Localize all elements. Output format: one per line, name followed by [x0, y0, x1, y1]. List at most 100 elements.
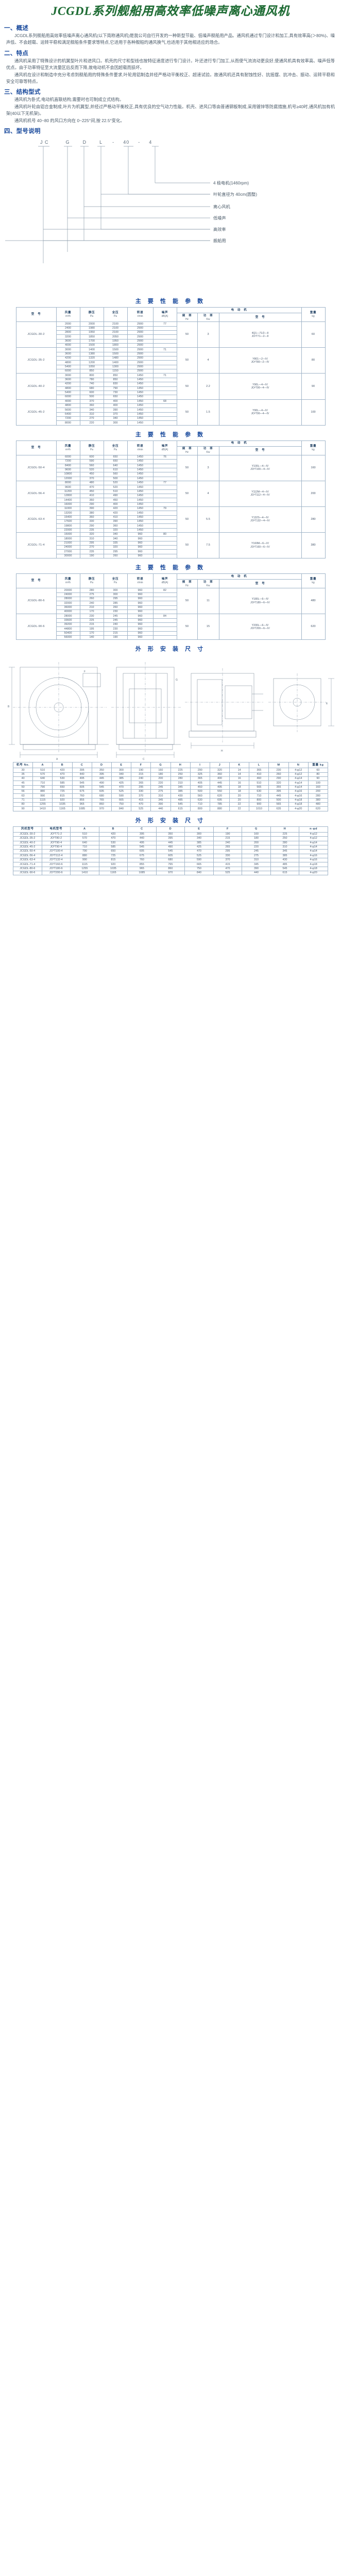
table-row: JCGDL-35-2 JO²T80-2 570 470 440 395 340 215 180 2…	[13, 836, 328, 841]
dim-cell-value: 725	[52, 789, 73, 794]
table-row: 35 570 470 440 395 340 215 180 250 325 360 14 410 260…	[12, 772, 329, 777]
cell-frequency: 50	[176, 399, 198, 426]
cell-flow: 3600	[56, 351, 80, 357]
dim-cell-value: 840	[184, 870, 214, 876]
dim-cell-value: 495	[127, 840, 157, 845]
cell-total-pressure: 1150	[103, 369, 128, 374]
dim-cell-value: 460	[249, 776, 269, 782]
cell-total-pressure: 830	[103, 382, 128, 387]
dim-cell-value: 4-φ20	[299, 870, 328, 876]
svg-text:B: B	[8, 705, 10, 708]
dim-cell-value: 200	[308, 789, 329, 794]
cell-frequency: 50	[176, 454, 198, 481]
dim-cell-value: 880	[32, 789, 53, 794]
dim-cell-value: 350	[156, 832, 185, 837]
cell-static-pressure: 1850	[79, 334, 104, 340]
cell-speed: 960	[127, 553, 154, 559]
dim-cell-value: 710	[70, 844, 99, 850]
model-code-string: J C G D L - 40 - 4	[40, 140, 152, 145]
dim-cell-value: 675	[72, 789, 92, 794]
dim-cell-value: 380	[308, 798, 329, 803]
dim-cell-value: 445	[209, 781, 230, 786]
dim-cell-value: 320	[209, 768, 230, 773]
cell-static-pressure: 320	[79, 532, 104, 537]
table-row: JCGDL-80-6 JO²T180-6 1255 1035 965 860 750 470 3…	[13, 866, 328, 871]
cell-weight: 380	[301, 532, 326, 559]
cell-power: 11	[197, 588, 219, 615]
dim-cell-value: 560	[190, 793, 210, 799]
cell-noise	[152, 626, 177, 632]
dim-col-header: 机号 No.	[12, 762, 33, 769]
dim-cell-value: 425	[184, 844, 214, 850]
dim-cell-value: 470	[184, 849, 214, 854]
dim-cell-value: 18	[229, 785, 250, 790]
cell-total-pressure: 520	[103, 485, 128, 490]
performance-table: 型 号风量 m³/h 静压 Pa 全压 Pa 转速 r/min 噪声 dB(A) 电 动 机重量 kg…	[15, 573, 326, 640]
dim-cell-model: 63	[12, 793, 33, 799]
dim-cell-value: JO²T200-6	[41, 870, 71, 876]
cell-noise	[152, 519, 177, 524]
cell-speed: 960	[127, 605, 154, 611]
cell-static-pressure: 190	[79, 553, 104, 559]
section-paragraph: 通风机为卧式,电动机直联结构,需要时也可制成立式结构。	[14, 97, 124, 103]
section-paragraph: 通风机叶轮由铝合金制成,叶片为机翼型,并经过严格动平衡校正,具有优良的空气动力性…	[6, 104, 335, 116]
cell-total-pressure: 650	[103, 395, 128, 400]
cell-speed: 2900	[127, 334, 154, 340]
cell-noise	[152, 382, 177, 387]
cell-weight: 90	[301, 373, 326, 400]
cell-total-pressure: 295	[103, 549, 128, 554]
col-noise: 噪声 dB(A)	[152, 573, 177, 589]
cell-noise	[152, 463, 177, 468]
cell-total-pressure: 510	[103, 489, 128, 494]
cell-static-pressure: 290	[79, 523, 104, 529]
model-code-label: 低噪声	[213, 216, 226, 221]
dim-cell-value: 180	[242, 836, 271, 841]
table-row: 80 1255 1035 965 860 750 470 390 545 710 785 22 900 5…	[12, 802, 329, 807]
dim-cell-value: 1410	[70, 870, 99, 876]
cell-noise	[152, 416, 177, 421]
cell-power: 5.5	[197, 506, 219, 533]
cell-total-pressure: 490	[103, 493, 128, 499]
cell-flow: 50400	[56, 631, 80, 636]
cell-static-pressure: 370	[79, 399, 104, 404]
cell-flow: 15400	[56, 515, 80, 520]
dim-cell-value: 370	[131, 793, 151, 799]
col-static-pressure: 静压 Pa	[79, 440, 104, 455]
dim-cell-value: 1085	[127, 870, 157, 876]
table-row: JCGDL-71-4 JO²T160-6 1115 920 855 765 665 415 34…	[13, 862, 328, 867]
cell-total-pressure: 520	[103, 480, 128, 486]
cell-total-pressure: 260	[103, 605, 128, 611]
dim-cell-value: 510	[249, 781, 269, 786]
table-row: 56000 140 190 960	[16, 635, 325, 640]
cell-total-pressure: 2100	[103, 321, 128, 327]
table-row: JCGDL-63-4 11000 390 420 1450 79 50 5.5 Y132S—4—…	[15, 506, 326, 533]
dim-cell-value: 345	[150, 798, 171, 803]
cell-flow: 5400	[56, 364, 80, 370]
model-code-diagram: J C G D L - 40 - 4	[0, 138, 341, 292]
dim-cell-value: 200	[150, 776, 171, 782]
dim-cell-value: 340	[111, 772, 132, 777]
cell-total-pressure: 2100	[103, 326, 128, 331]
dim-cell-value: 200	[242, 840, 271, 845]
cell-motor-model: Y90L—4—IV JO²T90—4—IV	[218, 373, 302, 400]
cell-total-pressure: 610	[103, 467, 128, 473]
cell-speed: 2900	[127, 356, 154, 361]
dim-cell-value: 695	[209, 798, 230, 803]
table-row: JCGDL-80-6 20000 280 300 960 82 50 11 Y180L—6—IV…	[15, 588, 326, 615]
cell-noise	[152, 545, 177, 550]
dim-cell-value: 60	[308, 768, 329, 773]
dim-cell-value: 680	[91, 793, 112, 799]
dim-cell-value: 345	[170, 785, 191, 790]
cell-speed: 960	[127, 532, 154, 537]
dim-cell-value: 605	[156, 853, 185, 858]
dim-col-header: F	[131, 762, 151, 769]
dim-cell-value: 405	[190, 781, 210, 786]
cell-noise: 79	[152, 506, 177, 512]
cell-flow: 3600	[56, 377, 80, 383]
dim-cell-model: JCGDL-80-6	[13, 866, 42, 871]
dim-cell-value: 400	[209, 776, 230, 782]
cell-flow: 24000	[56, 545, 80, 550]
cell-frequency: 50	[176, 532, 198, 559]
dim-cell-model: 56	[12, 789, 33, 794]
cell-noise	[152, 502, 177, 507]
